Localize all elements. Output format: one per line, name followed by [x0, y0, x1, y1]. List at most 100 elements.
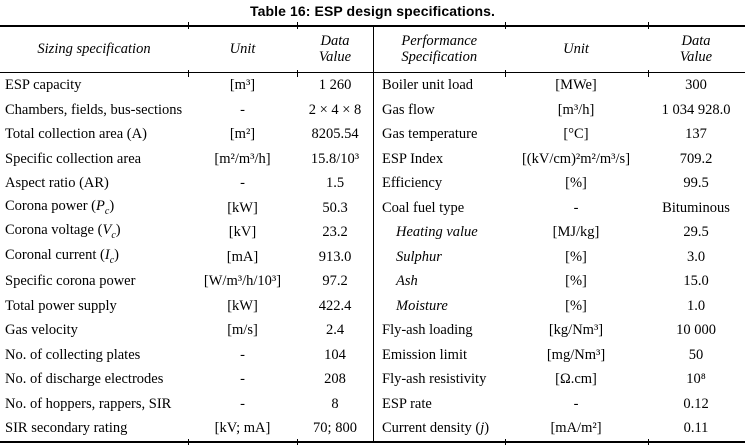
- spec-unit: [Ω.cm]: [555, 371, 597, 387]
- spec-label: Specific corona power: [5, 274, 136, 289]
- column-boundary-tick: [296, 438, 298, 445]
- spec-value: 709.2: [679, 150, 713, 167]
- spec-unit: [mA]: [226, 248, 259, 265]
- spec-label: ESP capacity: [5, 78, 82, 93]
- spec-label: No. of hoppers, rappers, SIR: [5, 396, 172, 411]
- spec-value: 15.0: [683, 273, 709, 289]
- spec-value: 300: [685, 77, 707, 93]
- spec-label: Specific collection area: [5, 151, 142, 166]
- spec-unit: [m³/h]: [557, 101, 595, 118]
- spec-label: Ash: [396, 274, 418, 289]
- spec-unit: -: [240, 346, 245, 363]
- spec-label: Coal fuel type: [382, 200, 465, 215]
- spec-label: Aspect ratio (AR): [5, 176, 109, 191]
- performance-header-row: Performance Specification Unit Data Valu…: [374, 27, 745, 73]
- spec-unit: [kW]: [227, 297, 258, 314]
- spec-value: 137: [685, 126, 707, 142]
- spec-unit: [MJ/kg]: [552, 224, 600, 240]
- spec-unit: -: [240, 371, 245, 387]
- performance-spec-header: Performance Specification: [401, 32, 478, 65]
- spec-label: Gas temperature: [382, 127, 478, 142]
- spec-unit: [%]: [565, 248, 587, 265]
- column-boundary-tick: [296, 22, 298, 29]
- column-boundary-tick: [647, 69, 649, 77]
- column-boundary-tick: [187, 438, 189, 445]
- spec-unit: -: [240, 395, 245, 412]
- column-boundary-tick: [296, 69, 298, 77]
- column-boundary-tick: [647, 438, 649, 445]
- spec-value: 104: [324, 346, 346, 363]
- spec-label: Coronal current (Ic): [5, 247, 119, 266]
- sizing-header-row: Sizing specification Unit Data Value: [0, 27, 373, 73]
- spec-label: Efficiency: [382, 176, 443, 191]
- spec-label: Fly-ash resistivity: [382, 372, 487, 387]
- column-boundary-tick: [504, 69, 506, 77]
- spec-value: 29.5: [683, 224, 709, 240]
- spec-value: 1 260: [318, 77, 352, 93]
- spec-unit: -: [240, 175, 245, 191]
- spec-unit: [kW]: [227, 199, 258, 216]
- spec-label: Current density (j): [382, 421, 490, 436]
- spec-label: SIR secondary rating: [5, 421, 128, 436]
- spec-value: 8205.54: [311, 126, 359, 142]
- spec-label: ESP rate: [382, 396, 432, 411]
- spec-value: 8: [331, 395, 339, 412]
- spec-label: Moisture: [396, 298, 448, 313]
- spec-value: 3.0: [686, 248, 706, 265]
- sizing-table-body: ESP capacity [m³] 1 260 Chambers, fields…: [0, 73, 373, 441]
- column-boundary-tick: [187, 22, 189, 29]
- spec-unit: -: [573, 395, 579, 412]
- spec-value: 1.0: [686, 297, 706, 314]
- spec-unit: [W/m³/h/10³]: [203, 273, 282, 289]
- spec-unit: [m/s]: [227, 322, 258, 338]
- spec-value: 70; 800: [313, 420, 357, 436]
- spec-label: Chambers, fields, bus-sections: [5, 102, 183, 117]
- sizing-specification-table: Sizing specification Unit Data Value ESP…: [0, 27, 373, 441]
- spec-unit: -: [240, 101, 245, 118]
- column-boundary-tick: [504, 22, 506, 29]
- spec-unit: -: [573, 199, 579, 216]
- spec-unit: [kV; mA]: [214, 420, 271, 436]
- spec-label: Sulphur: [396, 249, 442, 264]
- spec-value: 15.8/10³: [310, 150, 360, 167]
- spec-label: Total power supply: [5, 298, 117, 313]
- spec-unit: [mA/m²]: [550, 420, 602, 436]
- spec-unit: [m²/m³/h]: [214, 150, 271, 167]
- spec-value: 10⁸: [686, 371, 706, 387]
- spec-unit: [m³]: [229, 77, 256, 93]
- spec-label: No. of collecting plates: [5, 347, 141, 362]
- spec-label: No. of discharge electrodes: [5, 372, 164, 387]
- column-boundary-tick: [647, 22, 649, 29]
- spec-unit: [kV]: [228, 224, 257, 240]
- spec-label: Corona power (Pc): [5, 198, 115, 217]
- column-boundary-tick: [187, 69, 189, 77]
- spec-value: 99.5: [683, 175, 709, 191]
- spec-value: 1 034 928.0: [661, 101, 731, 118]
- spec-value: 2.4: [325, 322, 345, 338]
- spec-label: Total collection area (A): [5, 127, 147, 142]
- spec-unit: [MWe]: [555, 77, 597, 93]
- spec-value: 50: [688, 346, 704, 363]
- performance-unit-header: Unit: [563, 40, 589, 57]
- spec-label: Fly-ash loading: [382, 323, 473, 338]
- spec-value: 97.2: [322, 273, 348, 289]
- spec-unit: [(kV/cm)²m²/m³/s]: [521, 150, 631, 167]
- spec-value: 1.5: [325, 175, 345, 191]
- spec-value: Bituminous: [662, 199, 730, 216]
- spec-unit: [m²]: [229, 126, 256, 142]
- spec-unit: [%]: [565, 175, 587, 191]
- spec-unit: [°C]: [563, 126, 589, 142]
- spec-unit: [%]: [565, 297, 587, 314]
- spec-label: Corona voltage (Vc): [5, 223, 121, 242]
- spec-value: 10 000: [676, 322, 716, 338]
- esp-specifications-table: Sizing specification Unit Data Value ESP…: [0, 22, 745, 445]
- spec-label: Gas velocity: [5, 323, 78, 338]
- spec-label: Boiler unit load: [382, 78, 474, 93]
- spec-unit: [mg/Nm³]: [546, 346, 606, 363]
- spec-value: 422.4: [318, 297, 352, 314]
- spec-value: 23.2: [322, 224, 348, 240]
- spec-value: 913.0: [318, 248, 352, 265]
- spec-label: Heating value: [396, 225, 478, 240]
- sizing-spec-header: Sizing specification: [37, 40, 151, 57]
